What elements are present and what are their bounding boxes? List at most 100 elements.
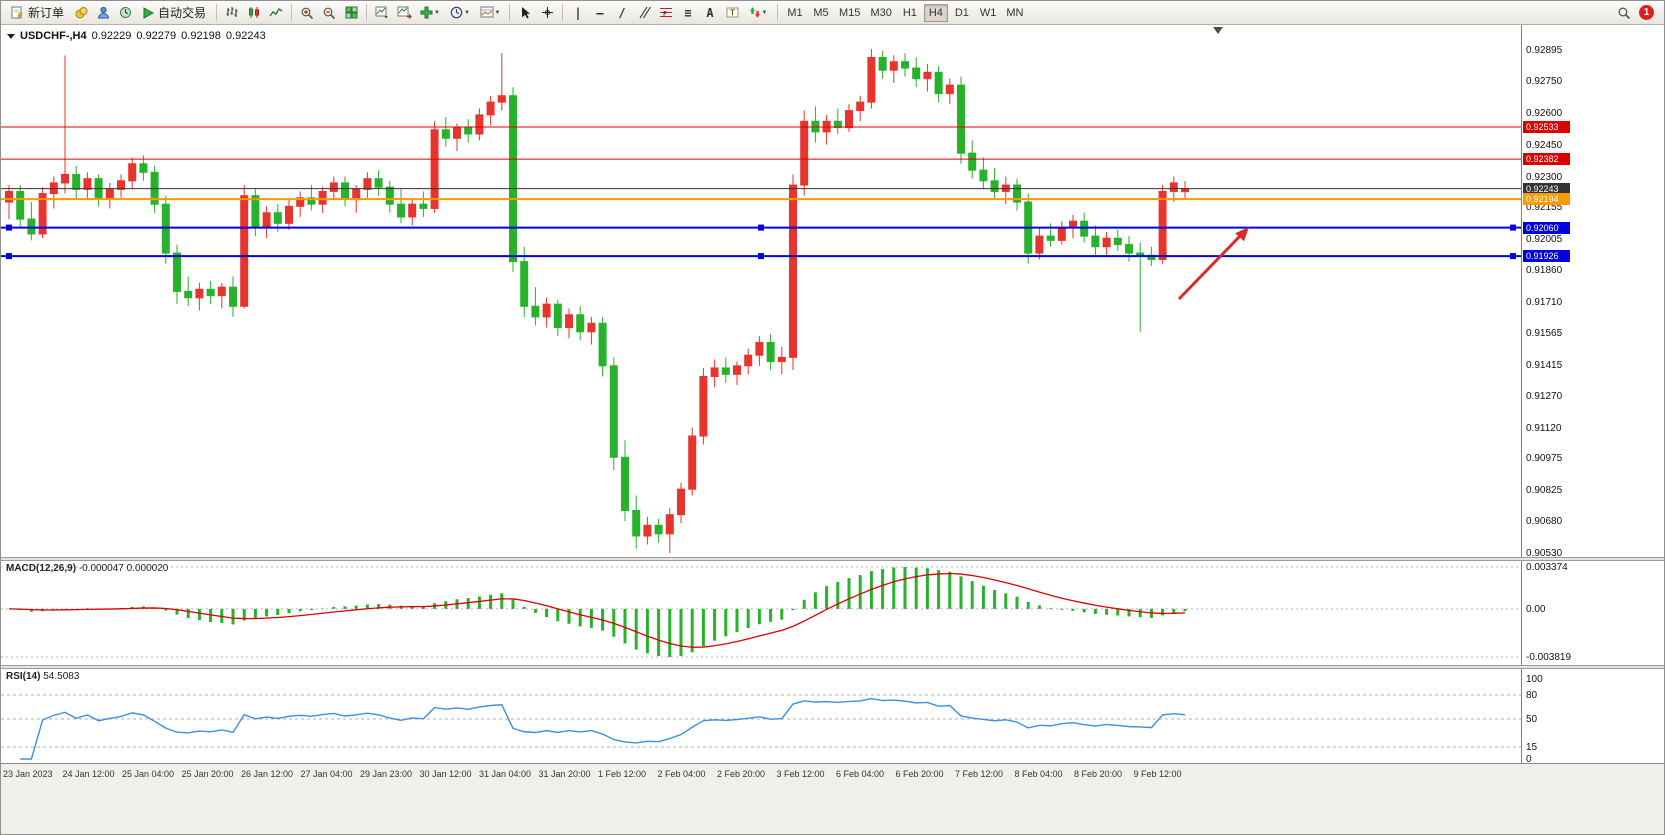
hline-price-tag: 0.91926 bbox=[1523, 250, 1570, 263]
cursor-tool-button[interactable] bbox=[514, 3, 536, 23]
timeframe-d1[interactable]: D1 bbox=[954, 6, 969, 19]
search-button[interactable] bbox=[1613, 3, 1635, 23]
periods-clock-icon bbox=[450, 6, 463, 19]
new-order-button[interactable]: 新订单 bbox=[5, 3, 70, 23]
auto-scroll-button[interactable] bbox=[371, 3, 393, 23]
vertical-line-icon: | bbox=[574, 5, 582, 20]
toolbar-separator bbox=[509, 4, 511, 21]
time-axis-label: 8 Feb 04:00 bbox=[1014, 769, 1063, 779]
templates-icon bbox=[480, 6, 494, 18]
rsi-value: 54.5083 bbox=[43, 671, 80, 682]
horizontal-line-tool-button[interactable]: — bbox=[589, 3, 611, 23]
rsi-axis-label: 100 bbox=[1526, 674, 1543, 685]
zoom-in-icon bbox=[301, 7, 314, 19]
time-axis-label: 9 Feb 12:00 bbox=[1133, 769, 1182, 779]
indicators-button[interactable]: ▼ bbox=[415, 3, 445, 23]
timeframe-h1[interactable]: H1 bbox=[902, 6, 917, 19]
price-axis-label: 0.90825 bbox=[1526, 485, 1563, 497]
andrews-pitchfork-tool-button[interactable]: ≡ bbox=[677, 3, 699, 23]
timeframe-h4[interactable]: H4 bbox=[923, 3, 948, 22]
crosshair-icon bbox=[541, 7, 553, 18]
rsi-axis-label: 15 bbox=[1526, 742, 1538, 753]
bar-chart-mode-button[interactable] bbox=[221, 3, 243, 23]
cursor-icon bbox=[521, 7, 530, 19]
text-label-icon: T bbox=[726, 7, 739, 18]
dropdown-caret-icon: ▼ bbox=[464, 9, 470, 16]
toolbar-separator bbox=[291, 4, 293, 21]
timeframe-m30[interactable]: M30 bbox=[870, 6, 892, 19]
macd-axis-label: 0.003374 bbox=[1526, 562, 1568, 573]
time-axis-label: 1 Feb 12:00 bbox=[598, 769, 647, 779]
notification-badge[interactable]: 1 bbox=[1639, 5, 1654, 20]
time-axis-label: 26 Jan 12:00 bbox=[241, 769, 294, 779]
time-axis-label: 25 Jan 04:00 bbox=[122, 769, 175, 779]
trendline-icon: / bbox=[618, 5, 626, 20]
rsi-name: RSI(14) bbox=[6, 671, 41, 682]
timeframe-mn[interactable]: MN bbox=[1006, 6, 1024, 19]
templates-button[interactable]: ▼ bbox=[475, 3, 505, 23]
line-chart-icon bbox=[269, 8, 283, 17]
ohlc-high: 0.92279 bbox=[136, 30, 177, 42]
chart-shift-button[interactable] bbox=[393, 3, 415, 23]
timeframe-m1[interactable]: M1 bbox=[787, 6, 803, 19]
price-axis-label: 0.92600 bbox=[1526, 107, 1563, 119]
market-watch-button[interactable] bbox=[70, 3, 92, 23]
time-axis-label: 30 Jan 12:00 bbox=[419, 769, 472, 779]
price-axis-label: 0.90975 bbox=[1526, 453, 1563, 465]
line-chart-mode-button[interactable] bbox=[265, 3, 287, 23]
price-axis-label: 0.92300 bbox=[1526, 171, 1563, 183]
time-axis-label: 2 Feb 04:00 bbox=[657, 769, 706, 779]
toolbar-separator bbox=[216, 4, 218, 21]
time-axis[interactable]: 23 Jan 2023 24 Jan 12:00 25 Jan 04:00 25 Ja… bbox=[1, 763, 1664, 834]
vertical-line-tool-button[interactable]: | bbox=[567, 3, 589, 23]
tile-windows-button[interactable] bbox=[340, 3, 362, 23]
timeframe-m5[interactable]: M5 bbox=[813, 6, 829, 19]
arrows-tool-button[interactable]: ▼ bbox=[743, 3, 773, 23]
text-tool-button[interactable]: A bbox=[699, 3, 721, 23]
price-axis-label: 0.91415 bbox=[1526, 359, 1563, 371]
auto-scroll-icon bbox=[375, 6, 388, 19]
time-axis-label: 31 Jan 20:00 bbox=[538, 769, 591, 779]
trendline-tool-button[interactable]: / bbox=[611, 3, 633, 23]
current-price-tag: 0.92243 bbox=[1523, 182, 1570, 195]
chart-canvas[interactable] bbox=[1, 25, 1521, 765]
price-axis-label: 0.92005 bbox=[1526, 234, 1563, 246]
toolbar-separator bbox=[777, 4, 779, 21]
hline-price-tag: 0.92194 bbox=[1523, 193, 1570, 206]
web-terminal-button[interactable] bbox=[114, 3, 136, 23]
chart-title: USDCHF-,H4 0.92229 0.92279 0.92198 0.922… bbox=[7, 30, 266, 42]
rsi-panel-divider[interactable] bbox=[1, 665, 1664, 669]
svg-text:T: T bbox=[729, 9, 735, 18]
text-label-tool-button[interactable]: T bbox=[721, 3, 743, 23]
rsi-label: RSI(14) 54.5083 bbox=[6, 671, 79, 682]
candlestick-mode-button[interactable] bbox=[243, 3, 265, 23]
chart-shift-marker-icon[interactable] bbox=[1213, 27, 1223, 34]
price-axis-label: 0.90680 bbox=[1526, 516, 1563, 528]
autotrading-button[interactable]: 自动交易 bbox=[136, 3, 212, 23]
timeframe-m15[interactable]: M15 bbox=[839, 6, 861, 19]
zoom-in-button[interactable] bbox=[296, 3, 318, 23]
timeframe-w1[interactable]: W1 bbox=[979, 6, 997, 19]
periods-button[interactable]: ▼ bbox=[445, 3, 475, 23]
time-axis-label: 2 Feb 20:00 bbox=[717, 769, 766, 779]
autotrading-icon bbox=[143, 6, 155, 19]
time-axis-label: 24 Jan 12:00 bbox=[62, 769, 115, 779]
gold-coins-icon bbox=[75, 7, 88, 19]
symbol-timeframe-label: USDCHF-,H4 bbox=[20, 30, 87, 42]
channel-tool-button[interactable] bbox=[633, 3, 655, 23]
price-axis-label: 0.91710 bbox=[1526, 297, 1563, 309]
zoom-out-button[interactable] bbox=[318, 3, 340, 23]
hline-price-tag: 0.92382 bbox=[1523, 153, 1570, 166]
accounts-button[interactable] bbox=[92, 3, 114, 23]
crosshair-tool-button[interactable] bbox=[536, 3, 558, 23]
hline-price-tag: 0.92060 bbox=[1523, 221, 1570, 234]
time-axis-label: 6 Feb 20:00 bbox=[895, 769, 944, 779]
time-axis-label: 29 Jan 23:00 bbox=[360, 769, 413, 779]
price-axis-label: 0.91270 bbox=[1526, 390, 1563, 402]
price-axis[interactable]: 0.92895 0.92750 0.92600 0.92450 0.92300 0.921… bbox=[1523, 1, 1664, 765]
fibonacci-tool-button[interactable]: F bbox=[655, 3, 677, 23]
ohlc-close: 0.92243 bbox=[225, 30, 266, 42]
macd-value: -0.000047 bbox=[78, 563, 124, 574]
macd-panel-divider[interactable] bbox=[1, 557, 1664, 561]
time-axis-label: 3 Feb 12:00 bbox=[776, 769, 825, 779]
